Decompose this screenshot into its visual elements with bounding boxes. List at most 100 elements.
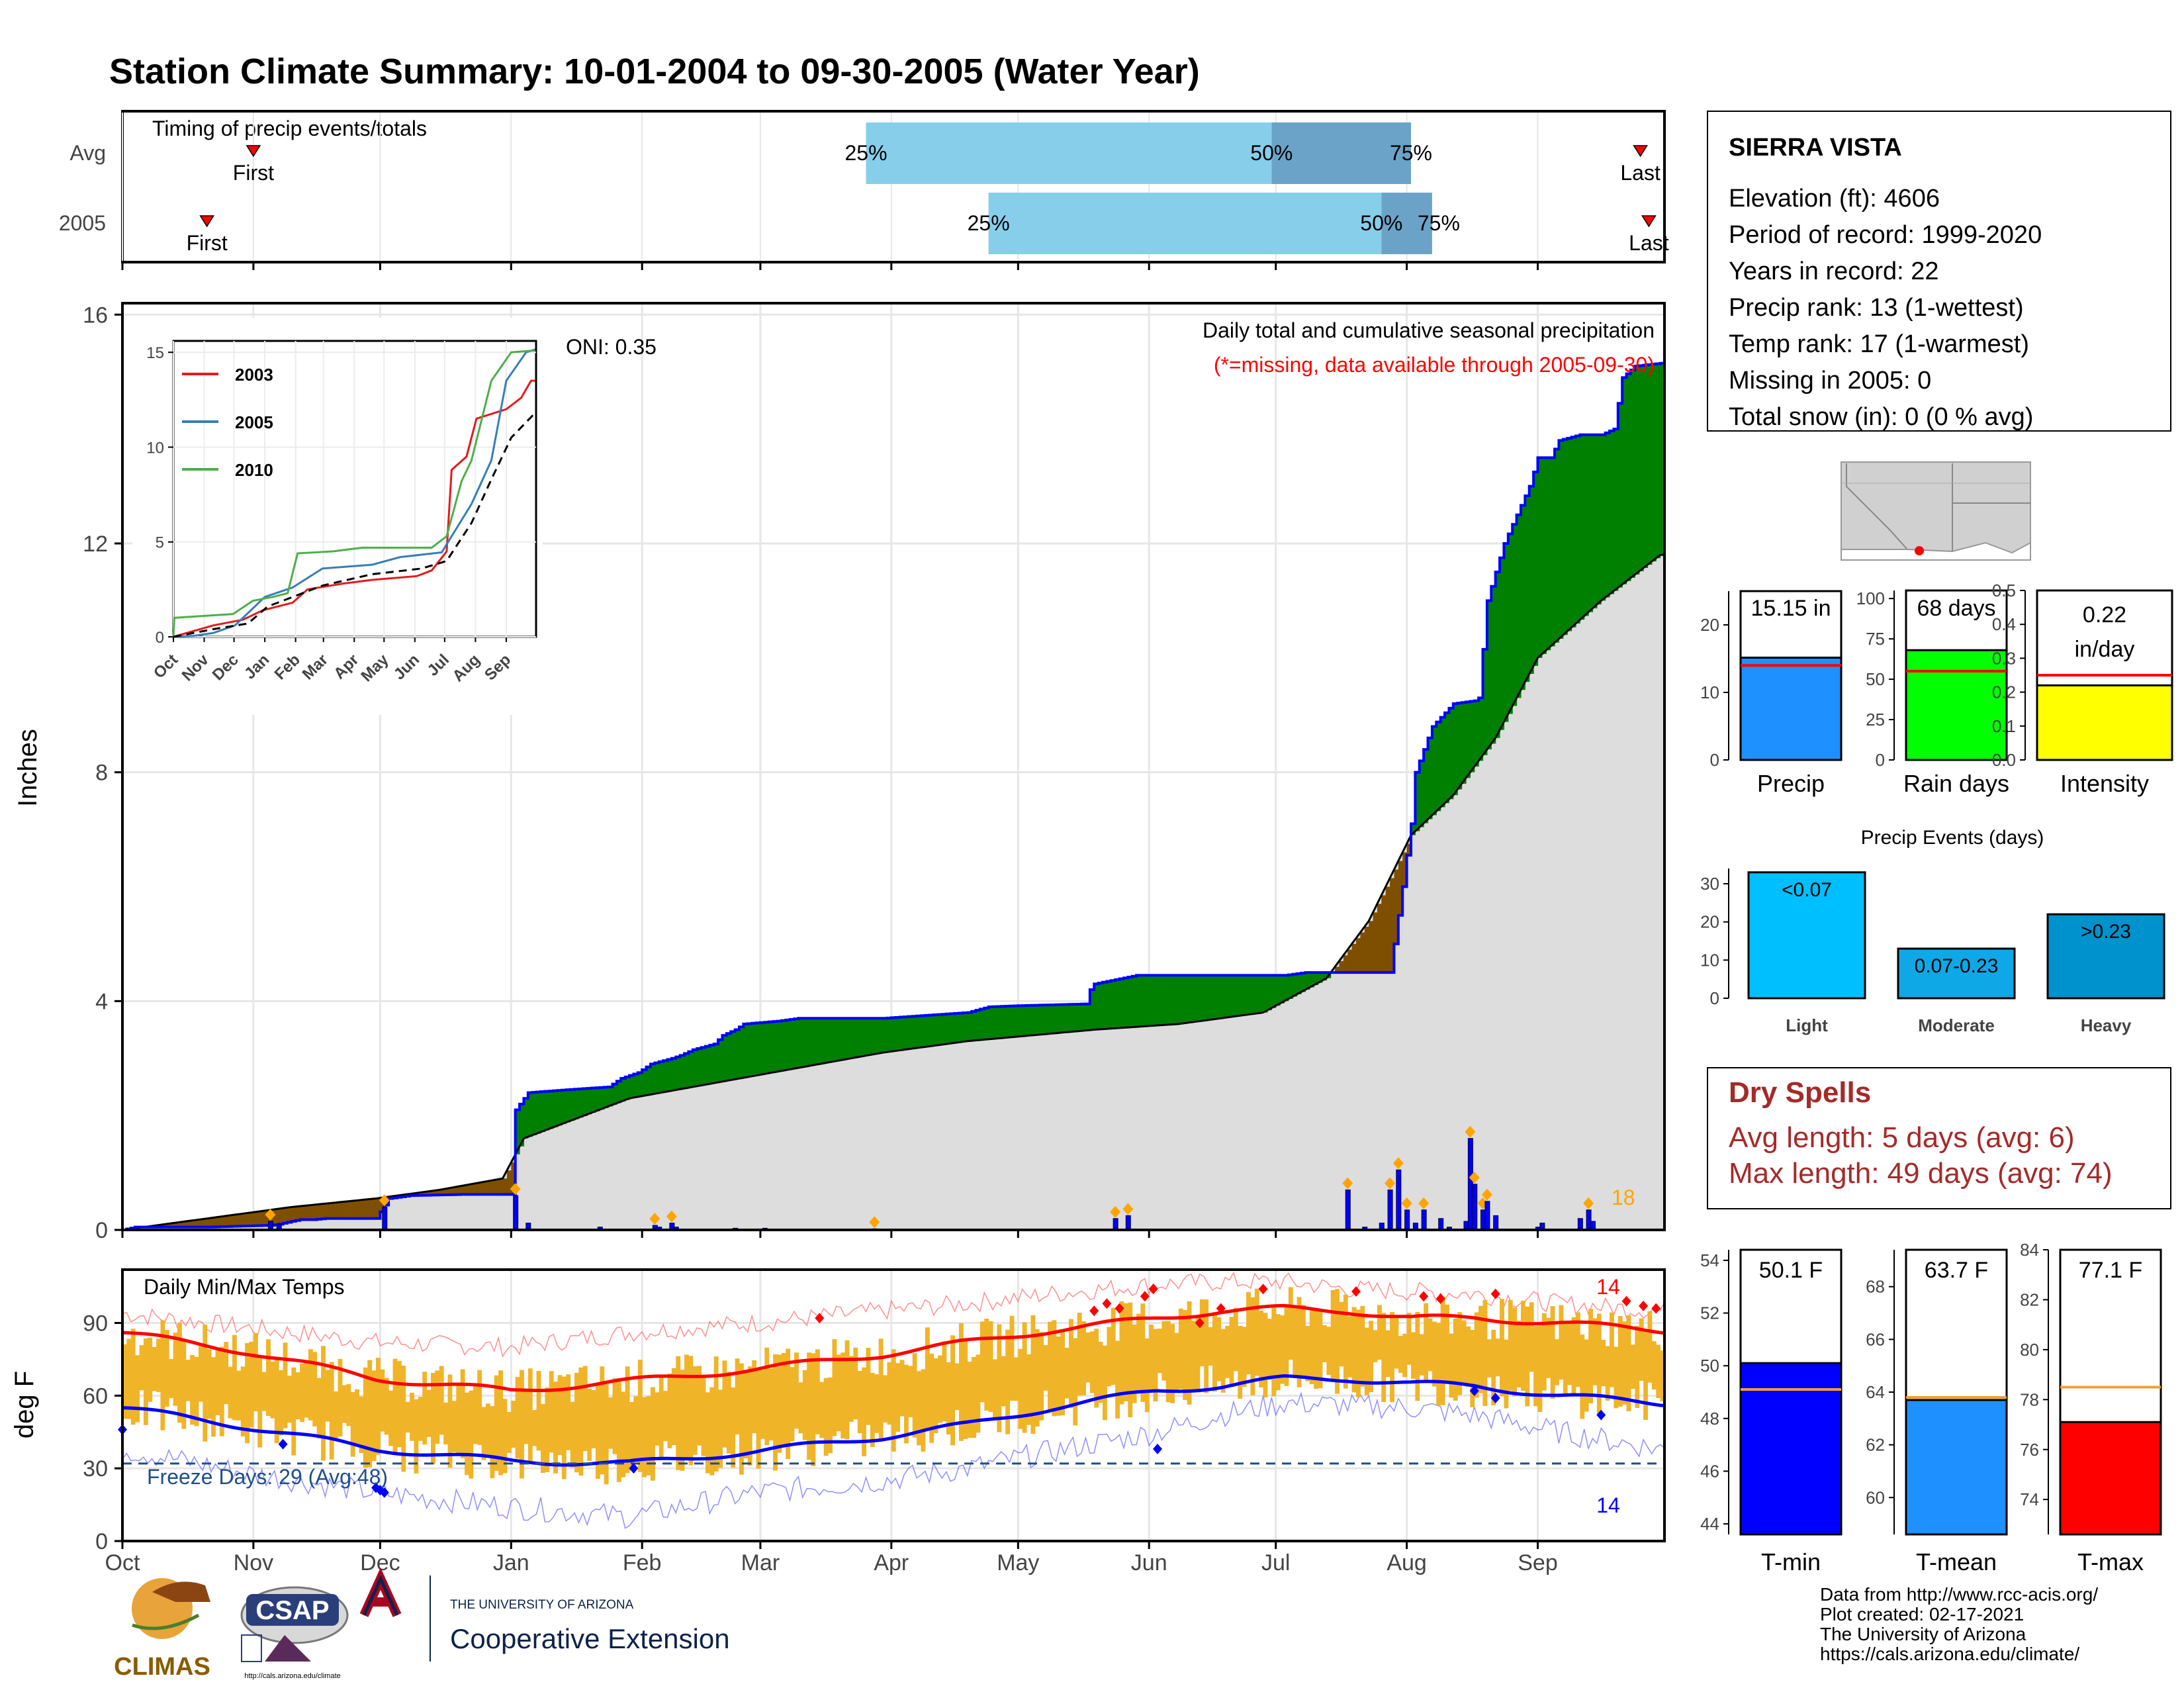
daily-temp-bar <box>1005 1329 1011 1434</box>
daily-temp-bar <box>1039 1332 1044 1421</box>
record-high-marker <box>1102 1298 1112 1309</box>
above-avg-area <box>621 1078 626 1102</box>
daily-temp-bar <box>908 1366 913 1418</box>
below-avg-area <box>198 1219 203 1227</box>
daily-precip-bar <box>1387 1190 1393 1231</box>
daily-temp-bar <box>540 1403 545 1474</box>
daily-temp-bar <box>211 1357 216 1437</box>
daily-temp-bar <box>874 1374 880 1433</box>
daily-temp-bar <box>240 1366 246 1436</box>
above-avg-area <box>954 1013 960 1043</box>
daily-temp-bar <box>853 1347 858 1420</box>
small-chart-value-bar <box>2036 684 2173 761</box>
above-avg-area <box>697 1049 702 1086</box>
daily-precip-bar <box>1396 1169 1402 1231</box>
timing-label-25: 25% <box>844 141 887 165</box>
above-avg-area <box>1161 975 1167 1025</box>
daily-temp-bar <box>747 1366 752 1466</box>
above-avg-area <box>1250 975 1255 1015</box>
dry-spells-box: Dry Spells Avg length: 5 days (avg: 6) M… <box>1707 1067 2171 1209</box>
above-avg-area <box>1026 1005 1032 1036</box>
info-temp-rank: Temp rank: 17 (1-warmest) <box>1729 330 2029 358</box>
below-avg-area <box>456 1186 461 1195</box>
above-avg-area <box>735 1029 740 1080</box>
below-avg-area <box>418 1192 423 1196</box>
above-avg-area <box>1656 363 1661 559</box>
daily-temp-bar <box>384 1378 389 1435</box>
daily-temp-bar <box>1622 1321 1627 1405</box>
daily-temp-bar <box>1009 1315 1015 1401</box>
daily-temp-bar <box>198 1343 203 1402</box>
climas-wordmark: CLIMAS <box>114 1653 210 1681</box>
daily-temp-bar <box>1267 1319 1272 1380</box>
station-location-marker <box>1915 546 1924 555</box>
daily-temp-bar <box>261 1372 267 1411</box>
daily-temp-bar <box>1013 1357 1019 1401</box>
above-avg-area <box>1275 975 1281 1006</box>
daily-temp-bar <box>925 1327 930 1430</box>
daily-temp-bar <box>367 1360 373 1468</box>
above-avg-area <box>823 1018 829 1064</box>
daily-temp-bar <box>866 1348 871 1425</box>
small-chart-ytick-label: 0 <box>1710 750 1719 770</box>
daily-precip-bar <box>1493 1215 1499 1231</box>
daily-temp-bar <box>283 1342 288 1429</box>
above-avg-area <box>520 1103 525 1147</box>
freeze-days-label: Freeze Days: 29 (Avg:48) <box>147 1465 388 1489</box>
above-avg-area <box>1588 434 1594 612</box>
below-avg-area <box>177 1222 182 1227</box>
above-avg-area <box>1140 975 1146 1027</box>
record-high-marker <box>1115 1303 1124 1314</box>
above-avg-area <box>1195 975 1201 1022</box>
above-avg-area <box>1259 975 1264 1013</box>
daily-precip-bar <box>382 1206 388 1231</box>
small-chart-category: Rain days <box>1903 770 2009 797</box>
daily-temp-bar <box>870 1372 875 1447</box>
daily-temp-bar <box>676 1356 681 1470</box>
daily-temp-bar <box>667 1374 672 1448</box>
daily-temp-bar <box>451 1401 457 1452</box>
daily-temp-bar <box>566 1374 571 1450</box>
above-avg-area <box>1005 1006 1011 1038</box>
daily-temp-bar <box>642 1397 647 1477</box>
above-avg-area <box>988 1006 993 1039</box>
daily-temp-bar <box>401 1366 406 1472</box>
daily-temp-bar <box>287 1376 292 1423</box>
daily-temp-bar <box>1343 1294 1348 1389</box>
timing-panel: Timing of precip events/totals 25% 50% 75%… <box>59 110 1669 270</box>
above-avg-area <box>515 1109 520 1154</box>
below-avg-area <box>380 1197 385 1212</box>
above-avg-area <box>1571 437 1576 628</box>
daily-temp-bar <box>1360 1305 1365 1387</box>
above-avg-area <box>726 1033 731 1081</box>
timing-row-label-2005: 2005 <box>59 211 106 235</box>
above-avg-area <box>570 1089 575 1121</box>
daily-temp-bar <box>1233 1307 1238 1372</box>
above-avg-area <box>976 1010 981 1041</box>
above-avg-area <box>523 1098 529 1139</box>
below-avg-area <box>1406 843 1412 855</box>
daily-temp-bar <box>798 1382 803 1434</box>
daily-temp-bar <box>469 1390 474 1479</box>
below-avg-area <box>1360 932 1365 973</box>
daily-temp-bar <box>1259 1310 1264 1387</box>
above-avg-area <box>895 1017 901 1051</box>
above-avg-area <box>870 1018 875 1055</box>
daily-temp-bar <box>1183 1310 1188 1400</box>
record-high-marker <box>1258 1284 1268 1295</box>
first-event-marker <box>199 215 215 228</box>
events-category: Light <box>1786 1015 1828 1035</box>
above-avg-area <box>629 1075 635 1099</box>
above-avg-area <box>1220 975 1226 1019</box>
daily-temp-bar <box>1123 1303 1128 1401</box>
daily-temp-bar <box>396 1360 402 1448</box>
daily-temp-bar <box>1402 1333 1408 1378</box>
above-avg-area <box>578 1088 584 1118</box>
daily-temp-bar <box>692 1366 698 1455</box>
above-avg-area <box>1491 586 1496 744</box>
above-avg-area <box>1486 600 1492 750</box>
daily-temp-bar <box>1428 1318 1433 1372</box>
above-avg-area <box>1225 975 1230 1018</box>
above-avg-area <box>1052 1004 1057 1034</box>
